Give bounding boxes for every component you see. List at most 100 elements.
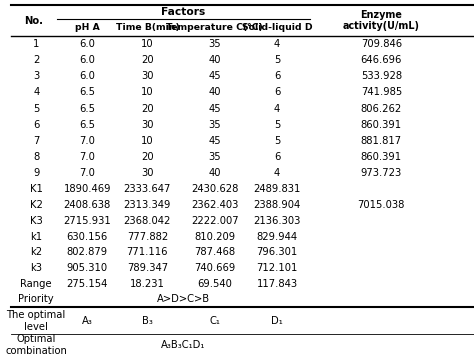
Text: K2: K2 xyxy=(30,200,43,210)
Text: k1: k1 xyxy=(30,232,42,241)
Text: 40: 40 xyxy=(208,87,221,97)
Text: 741.985: 741.985 xyxy=(361,87,402,97)
Text: 712.101: 712.101 xyxy=(256,263,298,273)
Text: 40: 40 xyxy=(208,168,221,178)
Text: k2: k2 xyxy=(30,247,42,257)
Text: 533.928: 533.928 xyxy=(361,71,402,81)
Text: 6.0: 6.0 xyxy=(79,55,95,65)
Text: 10: 10 xyxy=(141,87,154,97)
Text: 5: 5 xyxy=(274,55,280,65)
Text: A>D>C>B: A>D>C>B xyxy=(157,295,210,304)
Text: 787.468: 787.468 xyxy=(194,247,235,257)
Text: A₃: A₃ xyxy=(82,316,92,326)
Text: 860.391: 860.391 xyxy=(361,120,402,130)
Text: Time B(min): Time B(min) xyxy=(116,23,179,32)
Text: 905.310: 905.310 xyxy=(67,263,108,273)
Text: 1: 1 xyxy=(33,39,39,49)
Text: 30: 30 xyxy=(141,71,154,81)
Text: 7.0: 7.0 xyxy=(79,136,95,146)
Text: K3: K3 xyxy=(30,216,43,226)
Text: 2136.303: 2136.303 xyxy=(254,216,301,226)
Text: 630.156: 630.156 xyxy=(66,232,108,241)
Text: A₃B₃C₁D₁: A₃B₃C₁D₁ xyxy=(161,340,206,350)
Text: 7.0: 7.0 xyxy=(79,168,95,178)
Text: 275.154: 275.154 xyxy=(66,279,108,289)
Text: Temperature C(°C): Temperature C(°C) xyxy=(166,23,263,32)
Text: 806.262: 806.262 xyxy=(361,104,402,114)
Text: 45: 45 xyxy=(208,71,221,81)
Text: 35: 35 xyxy=(208,39,221,49)
Text: 4: 4 xyxy=(274,39,280,49)
Text: 45: 45 xyxy=(208,104,221,114)
Text: 6.5: 6.5 xyxy=(79,120,95,130)
Text: 6: 6 xyxy=(274,152,280,162)
Text: 5: 5 xyxy=(274,120,280,130)
Text: 7.0: 7.0 xyxy=(79,152,95,162)
Text: 6: 6 xyxy=(274,87,280,97)
Text: 35: 35 xyxy=(208,152,221,162)
Text: 802.879: 802.879 xyxy=(67,247,108,257)
Text: 6: 6 xyxy=(33,120,39,130)
Text: 2408.638: 2408.638 xyxy=(64,200,111,210)
Text: 2222.007: 2222.007 xyxy=(191,216,238,226)
Text: 6.0: 6.0 xyxy=(79,39,95,49)
Text: 30: 30 xyxy=(141,168,154,178)
Text: 7: 7 xyxy=(33,136,39,146)
Text: 2430.628: 2430.628 xyxy=(191,184,238,194)
Text: B₃: B₃ xyxy=(142,316,153,326)
Text: 2715.931: 2715.931 xyxy=(64,216,111,226)
Text: Enzyme
activity(U/mL): Enzyme activity(U/mL) xyxy=(343,10,420,31)
Text: k3: k3 xyxy=(30,263,42,273)
Text: 2313.349: 2313.349 xyxy=(124,200,171,210)
Text: 6.0: 6.0 xyxy=(79,71,95,81)
Text: 6.5: 6.5 xyxy=(79,87,95,97)
Text: 2388.904: 2388.904 xyxy=(254,200,301,210)
Text: 2: 2 xyxy=(33,55,39,65)
Text: 860.391: 860.391 xyxy=(361,152,402,162)
Text: 4: 4 xyxy=(274,168,280,178)
Text: 796.301: 796.301 xyxy=(256,247,298,257)
Text: Priority: Priority xyxy=(18,295,54,304)
Text: D₁: D₁ xyxy=(271,316,283,326)
Text: 646.696: 646.696 xyxy=(361,55,402,65)
Text: 2362.403: 2362.403 xyxy=(191,200,238,210)
Text: 709.846: 709.846 xyxy=(361,39,402,49)
Text: 45: 45 xyxy=(208,136,221,146)
Text: 2333.647: 2333.647 xyxy=(124,184,171,194)
Text: 789.347: 789.347 xyxy=(127,263,168,273)
Text: Factors: Factors xyxy=(161,7,205,17)
Text: 35: 35 xyxy=(208,120,221,130)
Text: Range: Range xyxy=(20,279,52,289)
Text: 4: 4 xyxy=(33,87,39,97)
Text: The optimal
level: The optimal level xyxy=(7,310,66,332)
Text: 5: 5 xyxy=(33,104,39,114)
Text: 40: 40 xyxy=(208,55,221,65)
Text: 829.944: 829.944 xyxy=(256,232,298,241)
Text: 2489.831: 2489.831 xyxy=(254,184,301,194)
Text: Optimal
combination: Optimal combination xyxy=(5,334,67,354)
Text: 10: 10 xyxy=(141,39,154,49)
Text: 69.540: 69.540 xyxy=(197,279,232,289)
Text: 8: 8 xyxy=(33,152,39,162)
Text: 771.116: 771.116 xyxy=(127,247,168,257)
Text: 9: 9 xyxy=(33,168,39,178)
Text: 2368.042: 2368.042 xyxy=(124,216,171,226)
Text: 1890.469: 1890.469 xyxy=(64,184,111,194)
Text: 6: 6 xyxy=(274,71,280,81)
Text: 5: 5 xyxy=(274,136,280,146)
Text: 881.817: 881.817 xyxy=(361,136,402,146)
Text: 740.669: 740.669 xyxy=(194,263,235,273)
Text: 20: 20 xyxy=(141,104,154,114)
Text: K1: K1 xyxy=(30,184,43,194)
Text: 973.723: 973.723 xyxy=(361,168,402,178)
Text: 6.5: 6.5 xyxy=(79,104,95,114)
Text: pH A: pH A xyxy=(75,23,100,32)
Text: 20: 20 xyxy=(141,152,154,162)
Text: Solid-liquid D: Solid-liquid D xyxy=(242,23,312,32)
Text: 18.231: 18.231 xyxy=(130,279,165,289)
Text: 30: 30 xyxy=(141,120,154,130)
Text: No.: No. xyxy=(24,16,44,25)
Text: 117.843: 117.843 xyxy=(256,279,298,289)
Text: 777.882: 777.882 xyxy=(127,232,168,241)
Text: 20: 20 xyxy=(141,55,154,65)
